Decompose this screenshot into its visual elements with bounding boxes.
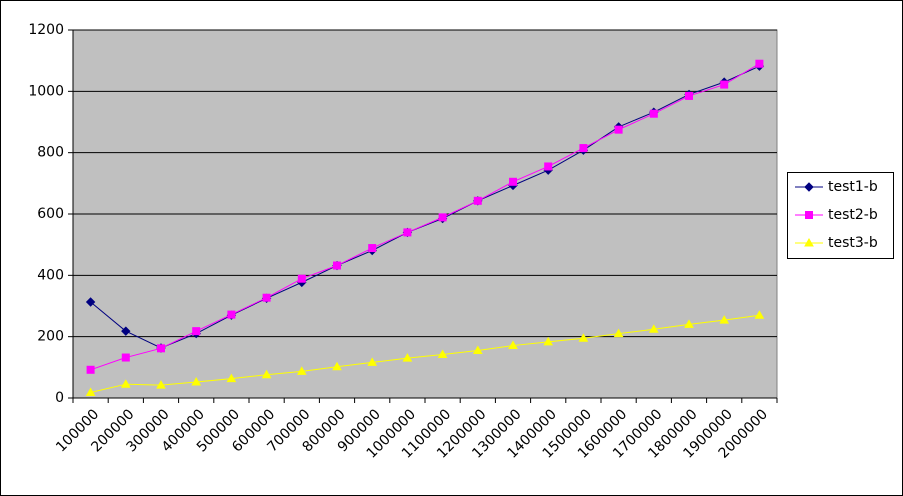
data-point [578,333,589,342]
data-point [649,109,658,118]
data-point [296,366,307,375]
y-tick-label: 200 [37,329,64,345]
y-tick-label: 0 [55,390,64,406]
legend-marker [805,211,813,219]
data-point [648,324,659,333]
legend-marker [804,182,814,192]
y-tick-label: 600 [37,206,64,222]
data-point [685,91,693,100]
data-point [614,125,623,134]
data-point [156,380,166,389]
data-point [719,315,730,324]
series-line [90,314,760,393]
data-point [191,377,202,386]
data-point [262,293,271,302]
data-point [544,162,553,171]
legend-marker [804,237,814,247]
data-point [227,310,236,319]
data-point [86,365,95,374]
data-point [403,228,412,237]
data-point [684,319,694,328]
data-point [332,361,342,371]
y-tick-label: 400 [37,267,64,283]
data-point [509,177,517,186]
data-point [473,196,482,205]
data-point [720,80,729,89]
data-point [226,373,237,383]
plot-area [72,29,778,399]
data-point [121,353,130,362]
data-point [261,369,272,379]
data-point [472,345,483,354]
data-point [402,353,413,362]
data-point [613,328,624,338]
y-tick-label: 800 [37,145,64,161]
data-point [367,357,378,366]
data-point [120,379,131,388]
data-point [368,244,377,253]
data-point [508,340,518,350]
data-point [437,349,448,358]
data-point [755,59,764,68]
y-tick-label: 1000 [28,83,64,99]
data-point [438,213,447,222]
y-tick-label: 1200 [28,22,64,38]
data-point [157,344,165,353]
data-point [579,144,588,153]
data-point [297,274,306,283]
legend-label: test1-b [828,179,878,195]
data-point [543,336,554,346]
legend-label: test3-b [828,235,878,251]
series-line [90,65,760,349]
data-point [333,261,341,270]
data-point [192,327,201,336]
series-line [90,63,760,371]
data-point [754,310,765,319]
data-point [121,326,131,336]
legend-label: test2-b [828,207,878,223]
data-point [85,297,96,307]
data-point [85,387,96,396]
